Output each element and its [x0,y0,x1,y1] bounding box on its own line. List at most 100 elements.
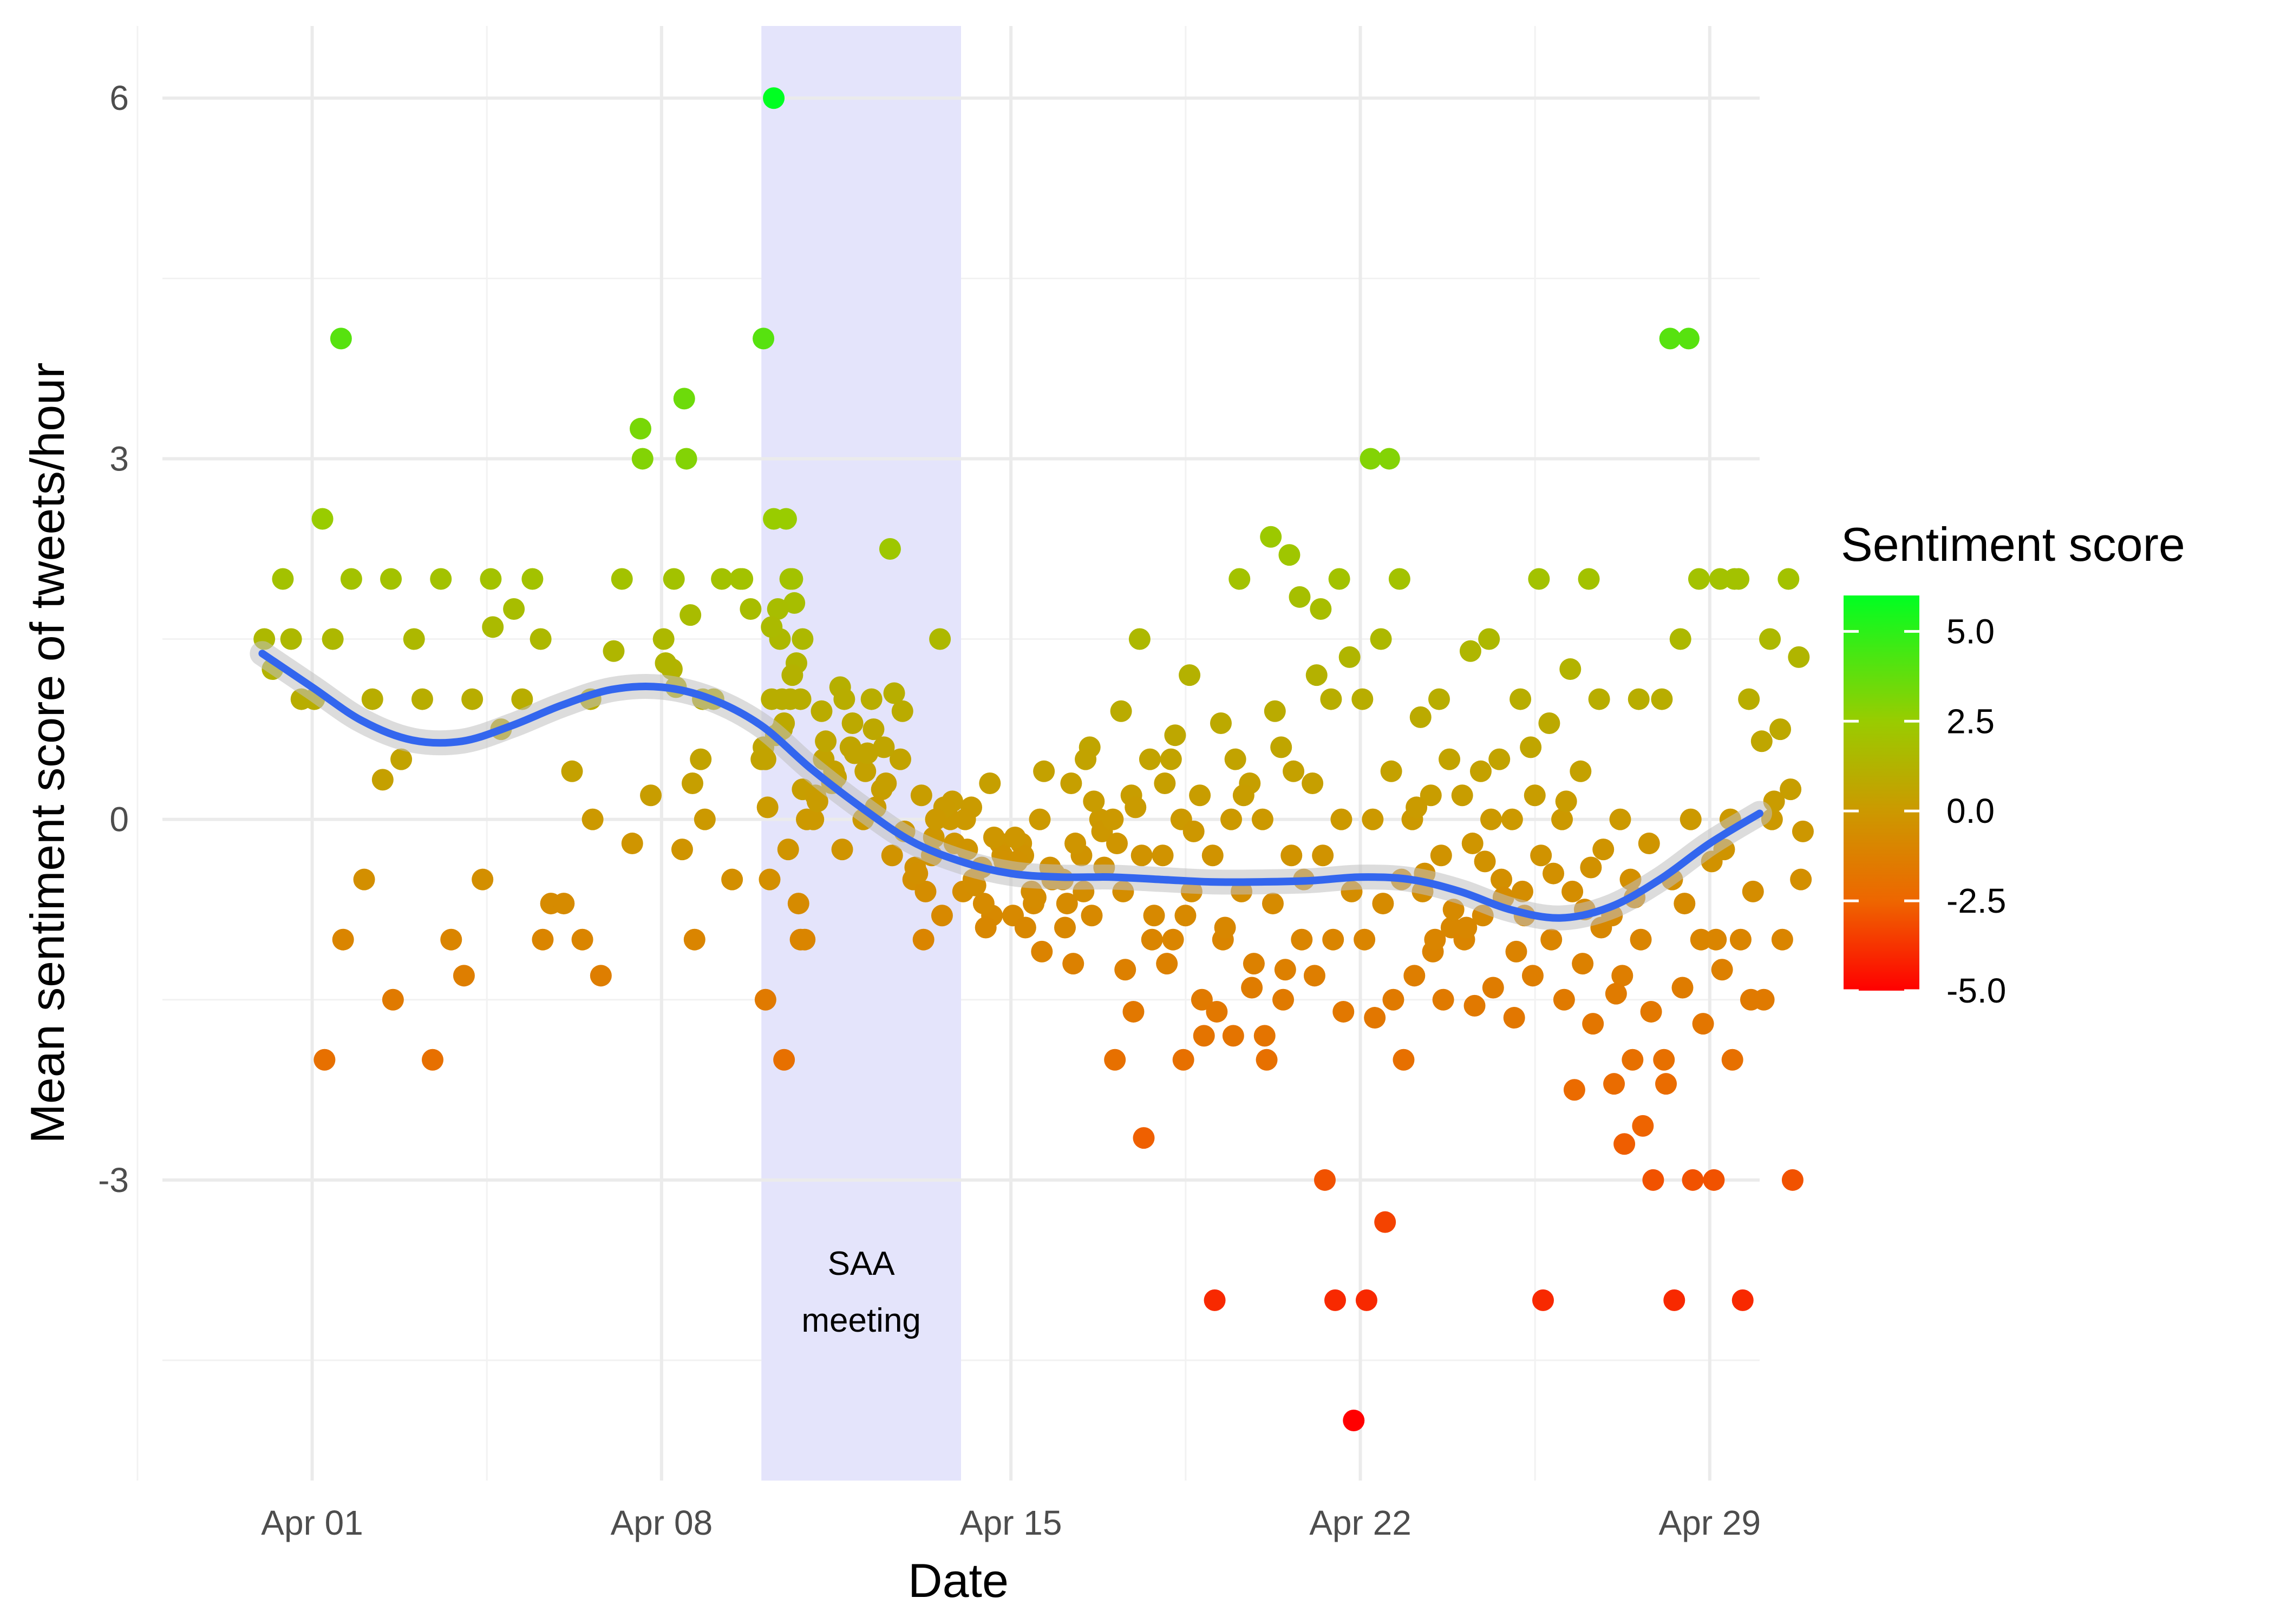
data-point-315 [1530,844,1552,867]
data-point-360 [1680,808,1702,830]
data-point-260 [1332,1000,1355,1023]
data-point-107 [841,712,864,734]
data-point-279 [1355,1289,1377,1311]
data-point-116 [860,688,883,710]
data-point-198 [1122,1000,1145,1023]
data-point-38 [571,928,593,951]
data-point-243 [1272,988,1295,1011]
data-point-249 [1256,1049,1278,1071]
data-point-281 [1409,706,1432,728]
data-point-30 [511,688,533,710]
data-point-341 [1609,808,1631,830]
data-point-369 [1655,1073,1677,1095]
data-point-350 [1632,1115,1654,1137]
data-point-83 [767,598,789,620]
data-point-322 [1543,862,1565,885]
data-point-63 [740,598,762,620]
data-point-379 [1703,1169,1725,1191]
data-point-50 [671,839,693,861]
data-point-145 [979,772,1001,795]
data-point-327 [1588,688,1610,710]
data-point-60 [675,448,697,470]
data-point-13 [361,688,383,710]
data-point-212 [1191,988,1213,1011]
data-point-197 [1141,928,1163,951]
data-point-120 [881,844,903,867]
data-point-289 [1403,965,1426,987]
data-point-273 [1372,893,1394,915]
data-point-302 [1491,868,1513,890]
legend-tick-label-0: 5.0 [1946,612,1995,651]
data-point-40 [581,808,604,830]
data-point-270 [1380,760,1402,782]
data-point-169 [1004,826,1026,848]
data-point-356 [1659,328,1681,350]
data-point-297 [1488,748,1511,770]
data-point-74 [792,628,814,650]
data-point-237 [1289,586,1311,608]
data-point-364 [1653,1049,1675,1071]
data-point-28 [482,616,504,638]
data-point-15 [371,769,394,791]
data-point-328 [1570,760,1592,782]
data-point-206 [1160,748,1182,770]
data-point-362 [1690,928,1712,951]
x-tick-labels: Apr 01 Apr 08 Apr 15 Apr 22 Apr 29 [261,1503,1761,1542]
data-point-311 [1510,688,1532,710]
data-point-231 [1214,916,1236,939]
data-point-295 [1478,628,1500,650]
y-tick-label-3: -3 [98,1161,129,1200]
data-point-223 [1220,808,1243,830]
data-point-27 [453,965,475,987]
data-point-217 [1193,1025,1215,1047]
data-point-227 [1241,977,1263,999]
data-point-173 [1024,886,1047,908]
data-point-301 [1461,833,1484,855]
data-point-382 [1742,880,1764,902]
data-point-351 [1613,1133,1636,1155]
data-point-250 [1328,568,1350,590]
data-point-123 [873,736,895,758]
data-point-77 [783,592,806,614]
data-point-252 [1338,646,1361,668]
data-point-320 [1532,1289,1554,1311]
data-point-12 [380,568,402,590]
data-point-91 [761,616,783,638]
annotation-label-line-1: meeting [801,1302,921,1339]
x-tick-label-0: Apr 01 [261,1503,363,1542]
y-tick-label-2: 0 [109,800,129,839]
data-point-165 [1031,940,1053,962]
data-point-331 [1561,880,1584,902]
data-point-277 [1393,1049,1415,1071]
data-point-365 [1682,1169,1704,1191]
data-point-207 [1189,784,1211,807]
data-point-233 [1224,748,1246,770]
y-axis-title: Mean sentiment score of tweets/hour [21,363,74,1144]
data-point-218 [1174,905,1197,927]
y-tick-label-0: 6 [109,78,129,117]
data-point-308 [1474,850,1496,873]
data-point-386 [1759,628,1781,650]
data-point-95 [781,664,803,686]
data-point-135 [931,905,953,927]
data-point-310 [1528,568,1550,590]
data-point-234 [1206,1000,1228,1023]
data-point-255 [1330,808,1352,830]
data-point-345 [1630,928,1652,951]
data-point-244 [1253,1025,1276,1047]
data-point-53 [663,568,685,590]
x-tick-label-4: Apr 29 [1659,1503,1761,1542]
data-point-203 [1125,796,1147,818]
data-point-195 [1131,844,1153,867]
data-point-43 [640,784,662,807]
data-point-191 [1110,700,1132,722]
data-point-160 [1029,808,1051,830]
y-tick-labels: 6 3 0 -3 [98,78,129,1200]
data-point-347 [1640,1000,1662,1023]
data-point-124 [854,760,877,782]
data-point-392 [1790,868,1812,890]
data-point-7 [340,568,362,590]
data-point-22 [403,628,425,650]
data-point-76 [754,988,776,1011]
data-point-6 [311,508,334,530]
